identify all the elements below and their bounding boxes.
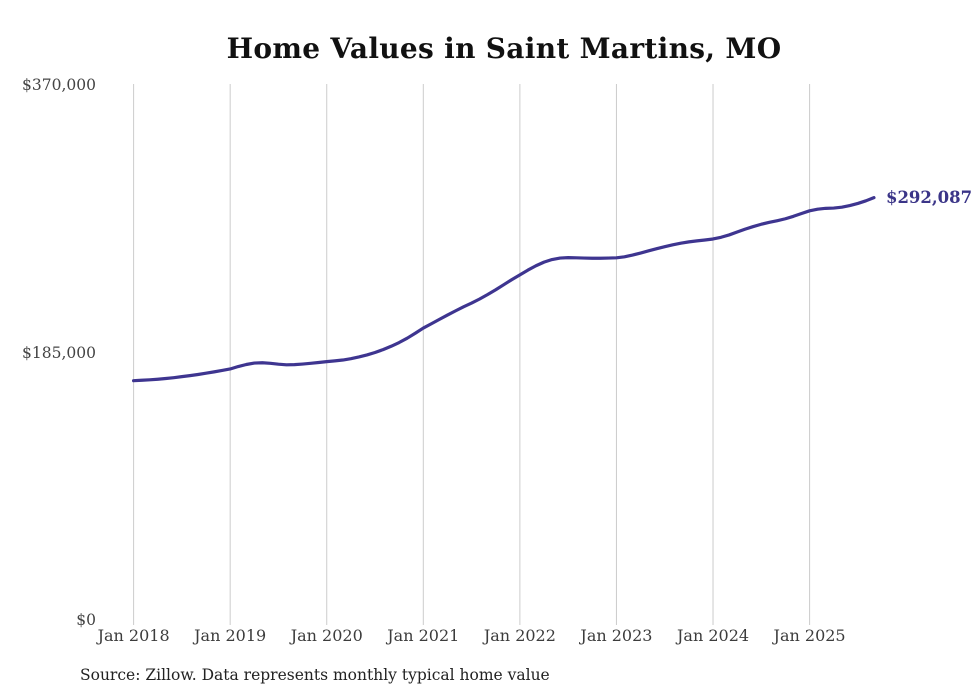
x-tick-label: Jan 2024 <box>676 626 750 645</box>
x-tick-label: Jan 2021 <box>387 626 460 645</box>
x-tick-label: Jan 2022 <box>483 626 556 645</box>
x-tick-label: Jan 2023 <box>580 626 653 645</box>
gridlines-group <box>133 84 811 625</box>
chart-title: Home Values in Saint Martins, MO <box>226 32 782 65</box>
latest-value-label: $292,087 <box>885 187 973 207</box>
y-tick-label: $370,000 <box>22 76 96 94</box>
x-tick-label: Jan 2020 <box>290 626 363 645</box>
source-note: Source: Zillow. Data represents monthly … <box>80 666 550 684</box>
x-tick-label: Jan 2025 <box>773 626 846 645</box>
x-tick-label: Jan 2019 <box>194 626 267 645</box>
x-tick-label: Jan 2018 <box>97 626 170 645</box>
y-tick-label: $185,000 <box>22 343 96 362</box>
y-tick-label: $0 <box>76 611 96 629</box>
home-value-line <box>132 196 876 383</box>
